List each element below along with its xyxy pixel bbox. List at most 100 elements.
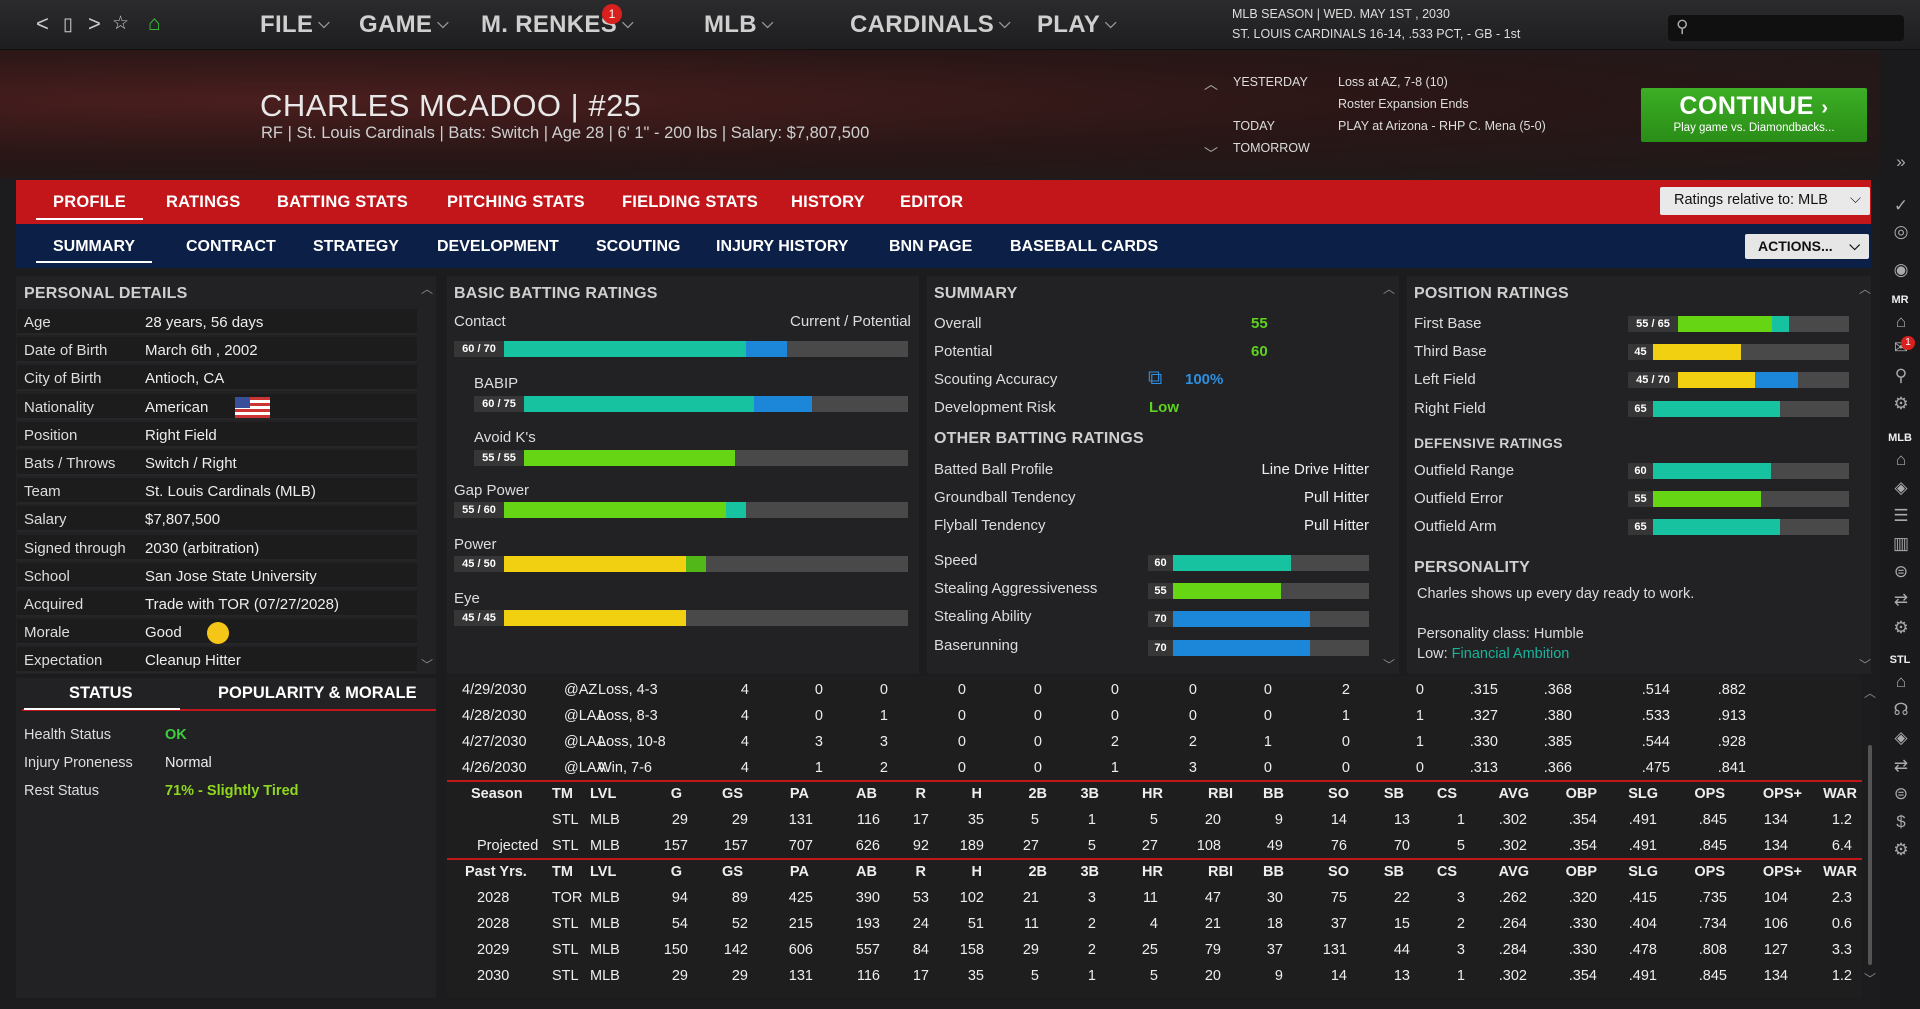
roster-icon[interactable]: ☊ (1893, 700, 1909, 719)
tab-fielding-stats[interactable]: FIELDING STATS (622, 193, 759, 211)
pin-icon[interactable]: ◉ (1893, 260, 1909, 279)
tab-strategy[interactable]: STRATEGY (313, 238, 399, 255)
scroll-down-icon[interactable]: ﹀ (1864, 972, 1877, 986)
schedule-up-icon[interactable]: ︿ (1204, 76, 1218, 92)
tab-summary[interactable]: SUMMARY (36, 238, 153, 263)
stat-cell: 2028 (477, 890, 510, 906)
summary-panel (927, 276, 1399, 674)
list-icon[interactable]: ☰ (1893, 506, 1909, 525)
stat-cell: 52 (731, 916, 748, 932)
scroll-up-icon[interactable]: ︿ (1383, 282, 1396, 296)
game-log-row: 4/27/2030 @LAA Loss, 10-8 4 3 3 0 0 2 2 1 0 1 .330 .38… (447, 730, 1862, 756)
forward-icon[interactable]: > (88, 11, 101, 36)
stat-cell: .302 (1498, 812, 1527, 828)
menu-file[interactable]: FILE ⌵ (260, 11, 330, 39)
stat-cell: .735 (1698, 890, 1727, 906)
position-ratings-title: POSITION RATINGS (1414, 285, 1569, 302)
stat-cell: .327 (1469, 708, 1498, 724)
stat-cell: 29 (1022, 942, 1039, 958)
home-icon[interactable]: ⌂ (1895, 450, 1907, 469)
stat-cell: 79 (1204, 942, 1221, 958)
gear-icon[interactable]: ⚙ (1893, 618, 1909, 637)
scroll-up-icon[interactable]: ︿ (1864, 686, 1877, 700)
collapse-icon[interactable]: » (1896, 152, 1906, 171)
continue-button[interactable]: CONTINUE › Play game vs. Diamondbacks... (1641, 88, 1867, 142)
schedule-down-icon[interactable]: ﹀ (1204, 146, 1218, 162)
search-input[interactable]: ⚲ (1668, 15, 1904, 41)
check-icon[interactable]: ✓ (1893, 196, 1909, 215)
tab-status[interactable]: STATUS (69, 684, 133, 702)
dollar-icon[interactable]: $ (1896, 812, 1906, 831)
tab-ratings[interactable]: RATINGS (166, 193, 241, 211)
season-row: Projected STL MLB 157 157 707 626 92 189 27 5 27 108… (447, 834, 1862, 860)
ratings-relative-select[interactable]: Ratings relative to: MLB ⌵ (1660, 187, 1870, 215)
page-icon[interactable]: ▯ (63, 14, 73, 34)
home-icon[interactable]: ⌂ (1895, 672, 1907, 691)
trophy-icon[interactable]: ◈ (1894, 728, 1908, 747)
stats-scrollbar[interactable] (1868, 745, 1872, 965)
menu-game[interactable]: GAME ⌵ (359, 11, 449, 39)
tab-development[interactable]: DEVELOPMENT (437, 238, 559, 255)
scroll-down-icon[interactable]: ﹀ (1383, 658, 1396, 672)
trophy-icon[interactable]: ◈ (1894, 478, 1908, 497)
stat-cell: .302 (1498, 968, 1527, 984)
past-season-row: 2028 STL MLB 54 52 215 193 24 51 11 2 4 21 18 37 15 2.26… (447, 912, 1862, 938)
personality-text: Charles shows up every day ready to work… (1417, 586, 1695, 602)
tab-editor[interactable]: EDITOR (900, 193, 964, 211)
home-icon[interactable]: ⌂ (148, 12, 161, 35)
tab-pitching-stats[interactable]: PITCHING STATS (447, 193, 585, 211)
gear-icon[interactable]: ⚙ (1893, 394, 1909, 413)
scouting-accuracy-label: Scouting Accuracy (934, 371, 1058, 388)
tab-scouting[interactable]: SCOUTING (596, 238, 681, 255)
transfer-icon[interactable]: ⇄ (1893, 590, 1909, 609)
menu-cardinals[interactable]: CARDINALS ⌵ (850, 11, 1011, 39)
home-icon[interactable]: ⌂ (1895, 312, 1907, 331)
scroll-down-icon[interactable]: ﹀ (421, 658, 434, 672)
back-icon[interactable]: < (36, 11, 49, 36)
gear-icon[interactable]: ⚙ (1893, 840, 1909, 859)
stat-cell: 0 (1188, 682, 1197, 698)
stat-cell: .262 (1498, 890, 1527, 906)
stat-cell: 5 (1456, 838, 1465, 854)
star-icon[interactable]: ☆ (112, 13, 130, 34)
stat-cell: AB (856, 786, 877, 802)
stat-cell: 150 (663, 942, 688, 958)
player-name: CHARLES MCADOO | #25 (260, 88, 642, 123)
menu-file-label: FILE (260, 11, 314, 38)
batting-rating-label: Eye (454, 590, 480, 607)
stat-cell: 0 (814, 682, 823, 698)
stat-cell: 29 (671, 812, 688, 828)
scroll-up-icon[interactable]: ︿ (1859, 282, 1872, 296)
stat-cell: BB (1263, 864, 1284, 880)
tab-baseball-cards[interactable]: BASEBALL CARDS (1010, 238, 1159, 255)
position-rating-bar-value: 45 / 70 (1628, 372, 1678, 389)
position-rating-bar-current (1653, 400, 1780, 417)
menu-manager[interactable]: M. RENKES ⌵ (481, 11, 634, 39)
chart-icon[interactable]: ▥ (1892, 534, 1910, 553)
menu-mlb[interactable]: MLB ⌵ (704, 11, 774, 39)
tab-history[interactable]: HISTORY (791, 193, 865, 211)
stat-cell: .415 (1628, 890, 1657, 906)
baseball-icon[interactable]: ⊜ (1893, 784, 1909, 803)
stat-cell: .404 (1628, 916, 1657, 932)
tab-bnn-page[interactable]: BNN PAGE (889, 238, 973, 255)
schedule-yesterday-result[interactable]: Loss at AZ, 7-8 (10) (1338, 75, 1448, 89)
menu-play[interactable]: PLAY ⌵ (1037, 11, 1117, 39)
running-rating-bar-current (1173, 639, 1310, 656)
tab-batting-stats[interactable]: BATTING STATS (277, 193, 408, 211)
stat-cell: 20 (1204, 812, 1221, 828)
tab-injury-history[interactable]: INJURY HISTORY (716, 238, 849, 255)
tab-profile[interactable]: PROFILE (36, 193, 143, 220)
transfer-icon[interactable]: ⇄ (1893, 756, 1909, 775)
stat-cell: 11 (1142, 890, 1158, 906)
detail-row: Expectation Cleanup Hitter (17, 647, 417, 674)
schedule-today-game[interactable]: PLAY at Arizona - RHP C. Mena (5-0) (1338, 119, 1546, 133)
tab-popularity-morale[interactable]: POPULARITY & MORALE (218, 684, 417, 702)
search-icon[interactable]: ⚲ (1894, 366, 1908, 385)
baseball-icon[interactable]: ⊜ (1893, 562, 1909, 581)
scroll-down-icon[interactable]: ﹀ (1859, 658, 1872, 672)
actions-button[interactable]: ACTIONS... ⌵ (1745, 234, 1869, 259)
scroll-up-icon[interactable]: ︿ (421, 282, 434, 296)
tab-contract[interactable]: CONTRACT (186, 238, 276, 255)
globe-icon[interactable]: ◎ (1893, 222, 1909, 241)
